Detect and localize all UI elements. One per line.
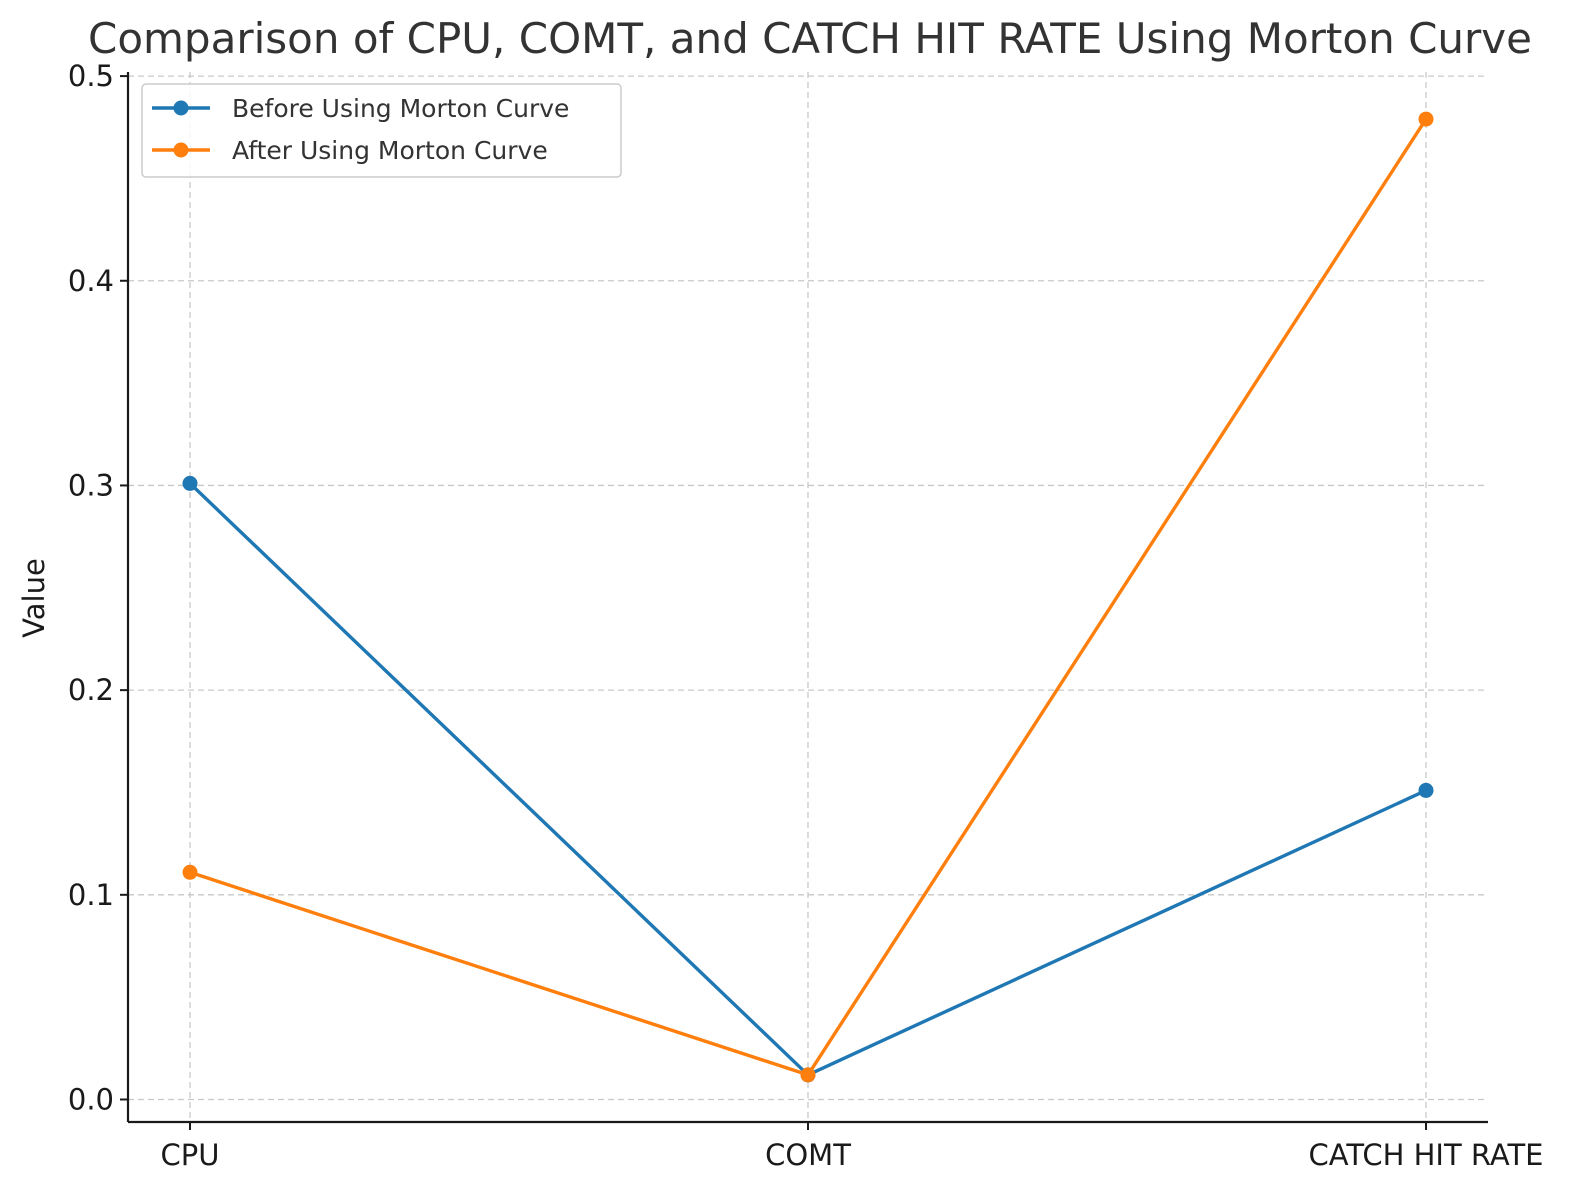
series-2 bbox=[182, 111, 1434, 1083]
y-tick-label: 0.1 bbox=[68, 878, 114, 912]
legend-entry: Before Using Morton Curve bbox=[152, 94, 569, 123]
data-point bbox=[1418, 111, 1434, 127]
data-point bbox=[182, 475, 198, 491]
y-tick-label: 0.0 bbox=[68, 1082, 114, 1116]
data-point bbox=[182, 864, 198, 880]
y-tick-label: 0.2 bbox=[68, 673, 114, 707]
legend-swatch-marker bbox=[173, 142, 189, 158]
data-point bbox=[1418, 782, 1434, 798]
legend-label: Before Using Morton Curve bbox=[232, 94, 569, 123]
legend-box bbox=[141, 83, 622, 178]
y-tick-label: 0.4 bbox=[68, 264, 114, 298]
chart-title: Comparison of CPU, COMT, and CATCH HIT R… bbox=[88, 14, 1532, 63]
y-axis-label: Value bbox=[17, 558, 51, 638]
y-tick-label: 0.3 bbox=[68, 468, 114, 502]
legend-entry: After Using Morton Curve bbox=[152, 136, 548, 165]
grid bbox=[128, 72, 1488, 1122]
legend: Before Using Morton Curve After Using Mor… bbox=[141, 83, 622, 178]
x-tick-label: COMT bbox=[765, 1138, 851, 1172]
data-point bbox=[800, 1067, 816, 1083]
legend-swatch-marker bbox=[173, 100, 189, 116]
axes: 0.0 0.1 0.2 0.3 0.4 0.5 CPU COMT CATCH HIT RATE bbox=[68, 59, 1544, 1172]
x-tick-label: CPU bbox=[161, 1138, 220, 1172]
legend-label: After Using Morton Curve bbox=[232, 136, 548, 165]
series-layer bbox=[182, 111, 1434, 1083]
x-tick-label: CATCH HIT RATE bbox=[1308, 1138, 1543, 1172]
y-tick-label: 0.5 bbox=[68, 59, 114, 93]
